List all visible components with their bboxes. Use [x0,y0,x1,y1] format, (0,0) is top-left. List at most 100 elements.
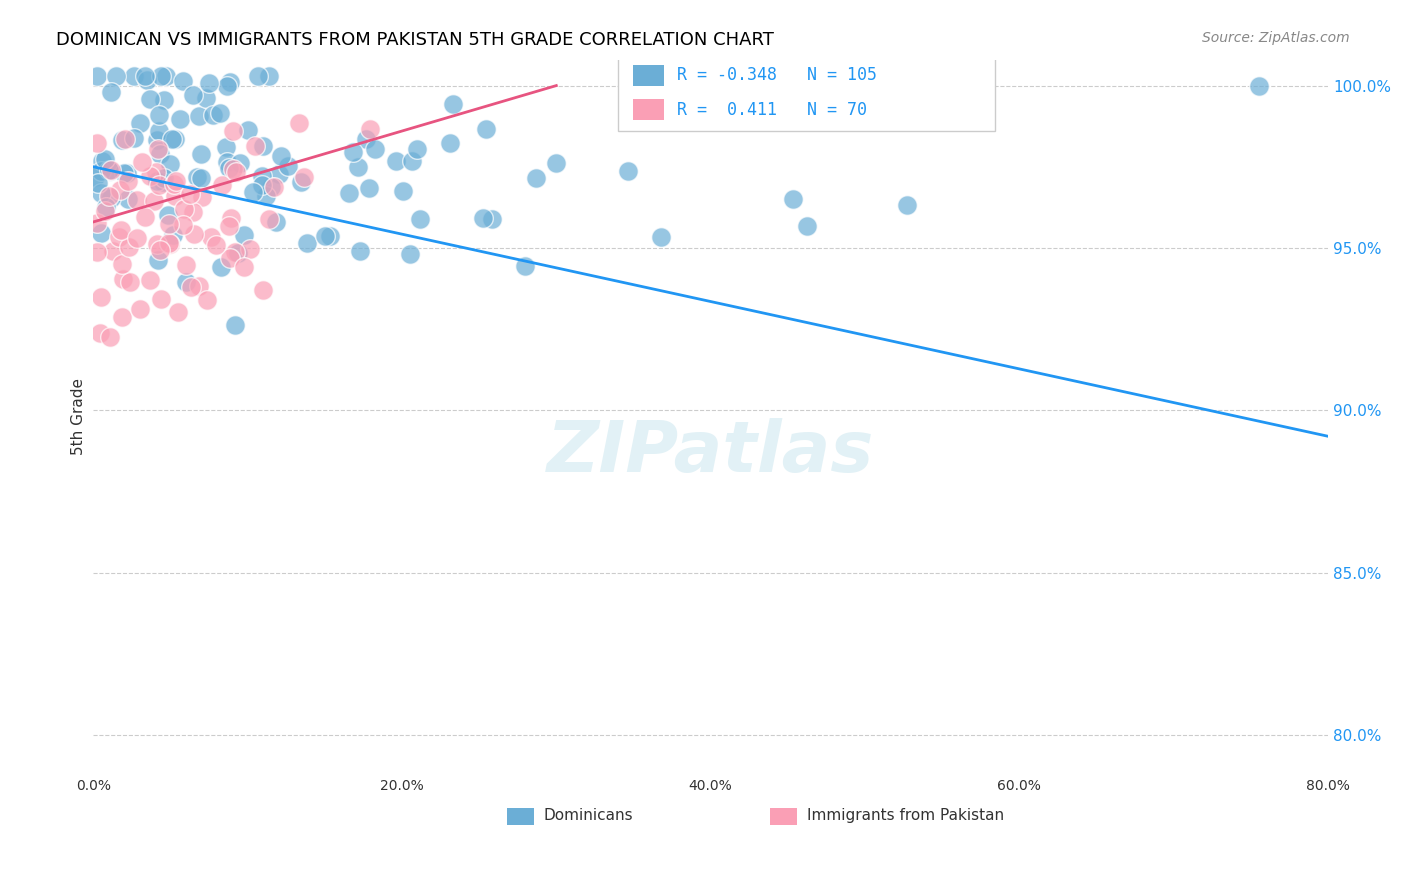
Point [128,302,150,317]
Point [409,211,432,226]
Point [110,183,132,197]
Point [190,147,212,161]
Point [226,246,249,260]
Point [165,189,187,203]
Point [131,154,153,169]
Point [156,208,179,222]
Point [472,211,495,226]
Point [481,212,503,227]
Point [174,258,197,272]
Point [101,244,124,259]
Point [221,124,243,138]
Point [347,160,370,174]
Point [127,193,149,207]
Point [650,229,672,244]
Point [319,228,342,243]
Point [174,275,197,289]
Point [211,178,233,192]
Point [186,169,208,184]
Point [129,116,152,130]
Point [195,91,218,105]
Point [257,211,280,226]
Point [229,156,252,170]
Text: DOMINICAN VS IMMIGRANTS FROM PAKISTAN 5TH GRADE CORRELATION CHART: DOMINICAN VS IMMIGRANTS FROM PAKISTAN 5T… [56,31,775,49]
Point [233,260,256,275]
Point [406,142,429,156]
Point [475,122,498,136]
Text: ZIPatlas: ZIPatlas [547,418,875,487]
Point [146,236,169,251]
Point [782,193,804,207]
Point [195,293,218,307]
Point [159,236,181,251]
Point [162,228,184,243]
Point [157,217,180,231]
Point [221,211,243,225]
Point [139,273,162,287]
Text: R = -0.348   N = 105: R = -0.348 N = 105 [678,66,877,85]
Point [513,259,536,273]
Point [160,131,183,145]
Point [114,132,136,146]
Point [146,133,169,147]
Point [187,109,209,123]
FancyBboxPatch shape [633,99,664,120]
Point [247,69,270,83]
Point [796,219,818,233]
Point [288,116,311,130]
Y-axis label: 5th Grade: 5th Grade [72,378,86,455]
Point [233,227,256,242]
Point [152,175,174,189]
Point [277,159,299,173]
Point [117,192,139,206]
Point [270,149,292,163]
Point [617,164,640,178]
Point [155,69,177,83]
Point [149,243,172,257]
Point [135,73,157,87]
Point [401,153,423,168]
Point [297,236,319,251]
Point [90,290,112,304]
Point [93,204,115,219]
Point [127,231,149,245]
Point [190,171,212,186]
Point [148,124,170,138]
Point [180,279,202,293]
Point [187,278,209,293]
Point [111,272,134,286]
Point [215,79,238,94]
FancyBboxPatch shape [619,54,994,131]
Point [399,247,422,261]
Point [252,138,274,153]
Point [218,161,240,175]
Text: Dominicans: Dominicans [544,808,634,823]
Point [90,164,112,178]
Point [111,310,134,324]
Point [191,190,214,204]
Point [91,153,114,168]
Point [153,93,176,107]
Point [148,253,170,268]
Point [356,131,378,145]
Point [146,142,169,156]
Point [314,229,336,244]
Point [198,76,221,90]
Point [96,201,118,215]
Point [337,186,360,200]
Point [100,86,122,100]
Point [166,304,188,318]
Point [157,236,180,251]
Point [441,96,464,111]
Point [896,198,918,212]
Point [122,69,145,83]
Point [239,242,262,256]
Point [172,73,194,87]
Point [90,226,112,240]
Point [222,161,245,176]
Point [264,215,287,229]
Point [110,257,132,271]
Point [200,230,222,244]
Point [209,260,232,274]
Point [142,194,165,209]
